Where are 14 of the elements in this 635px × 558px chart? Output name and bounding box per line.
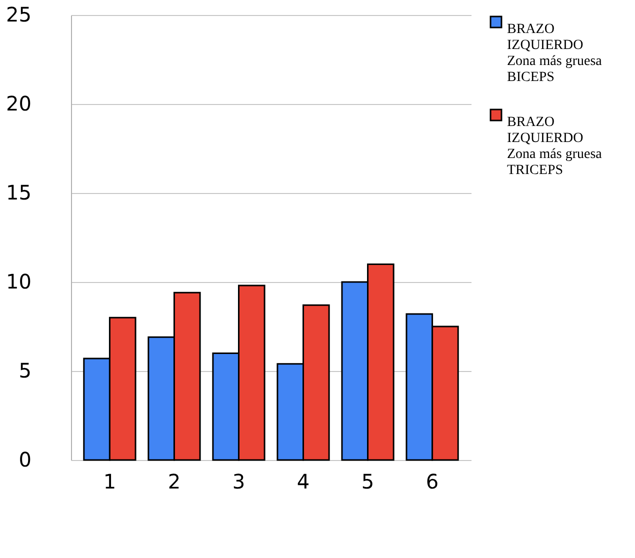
legend-label: BRAZO IZQUIERDO Zona más gruesa BICEPS xyxy=(507,22,603,85)
x-tick-label: 4 xyxy=(296,470,310,494)
x-tick-label: 1 xyxy=(103,470,116,494)
y-tick-label: 20 xyxy=(6,92,32,116)
x-tick-label: 6 xyxy=(426,470,439,494)
legend-label: BRAZO IZQUIERDO Zona más gruesa TRICEPS xyxy=(507,115,603,178)
x-tick-label: 2 xyxy=(168,470,181,494)
y-tick-label: 5 xyxy=(18,358,32,382)
y-tick-label: 15 xyxy=(6,180,32,204)
x-tick-label: 5 xyxy=(361,470,374,494)
y-tick-label: 25 xyxy=(6,2,32,26)
y-tick-label: 10 xyxy=(6,270,32,294)
x-tick-label: 3 xyxy=(232,470,246,494)
y-tick-label: 0 xyxy=(18,448,32,472)
